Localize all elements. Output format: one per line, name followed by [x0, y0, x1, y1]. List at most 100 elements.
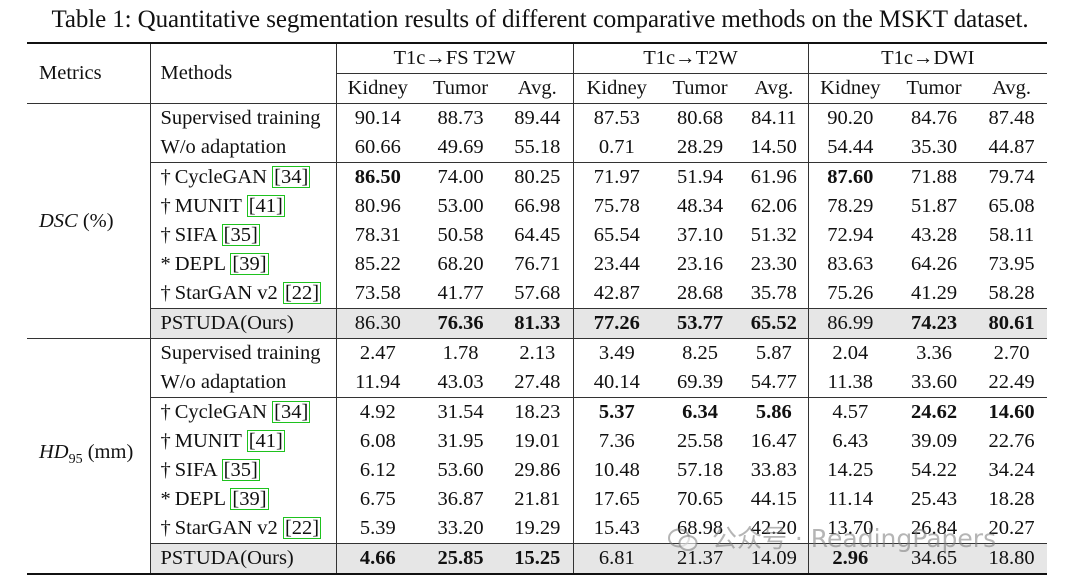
method-cell: PSTUDA(Ours) [150, 308, 337, 339]
value-cell: 57.68 [502, 279, 574, 309]
method-name: DEPL [174, 488, 226, 510]
citation-number: 34 [280, 166, 302, 188]
value-text: 84.11 [751, 107, 797, 129]
method-name: StarGAN v2 [174, 282, 278, 304]
citation-link[interactable]: [41] [246, 430, 285, 452]
value-cell: 3.49 [573, 338, 661, 368]
value-cell: 78.31 [336, 221, 419, 250]
value-text: 73.95 [988, 253, 1035, 275]
metric-unit: (mm) [87, 440, 134, 463]
subheader-kidney: Kidney [573, 73, 661, 104]
value-text: 74.00 [437, 166, 484, 188]
watermark: 公众号 · ReadingPapers [668, 519, 1048, 565]
value-text: 80.68 [676, 107, 724, 129]
citation-link[interactable]: [39] [230, 488, 269, 510]
method-name: SIFA [174, 224, 217, 246]
value-cell: 84.76 [892, 103, 977, 133]
value-text: 7.36 [598, 430, 635, 452]
value-cell: 64.26 [892, 250, 976, 279]
value-cell: 14.60 [976, 397, 1048, 427]
results-table: Metrics Methods T1c→FS T2W T1c→T2W T1c→D… [27, 42, 1048, 575]
value-text: 73.58 [354, 282, 401, 304]
value-cell: 43.28 [892, 221, 976, 250]
subheader-tumor: Tumor [419, 73, 502, 104]
value-cell: 87.48 [976, 103, 1048, 133]
citation-link[interactable]: [35] [221, 224, 260, 246]
metric-label: HD95 (mm) [27, 338, 151, 575]
citation-number: 39 [239, 488, 260, 510]
value-text: 34.65 [910, 547, 958, 569]
citation-link[interactable]: [39] [230, 253, 269, 275]
citation-link[interactable]: [22] [282, 517, 322, 539]
value-text: 19.29 [514, 517, 561, 539]
watermark-text: 公众号 · ReadingPapers [711, 524, 997, 553]
value-cell: 86.99 [808, 308, 893, 339]
value-cell: 88.73 [419, 103, 502, 133]
value-cell: 41.77 [419, 279, 502, 309]
value-cell: 48.34 [660, 192, 740, 221]
value-text: 15.43 [593, 517, 640, 539]
method-prefix: † [160, 401, 171, 423]
value-cell: 2.96 [808, 543, 893, 575]
metric-name: DSC [39, 209, 78, 232]
value-cell: 69.39 [660, 368, 740, 398]
value-cell: 62.06 [740, 192, 809, 221]
citation-link[interactable]: [22] [282, 282, 322, 304]
value-text: 35.78 [750, 282, 797, 304]
value-text: 78.29 [827, 195, 874, 217]
citation-link[interactable]: [41] [246, 195, 285, 217]
value-cell: 53.60 [419, 456, 502, 485]
value-cell: 5.39 [336, 514, 419, 544]
value-cell: 17.65 [573, 485, 660, 514]
table-row: PSTUDA(Ours) 4.66 25.85 15.25 6.81 21.37 14.09… [27, 543, 1048, 575]
value-cell: 76.36 [419, 308, 502, 339]
method-prefix: † [160, 517, 171, 539]
value-cell: 42.20 [740, 514, 809, 544]
value-cell: 72.94 [808, 221, 892, 250]
value-cell: 7.36 [573, 427, 660, 456]
value-cell: 51.94 [660, 162, 741, 192]
value-text: 15.25 [514, 547, 561, 569]
value-cell: 21.81 [502, 485, 574, 514]
value-cell: 2.04 [808, 338, 893, 368]
value-cell: 6.81 [573, 543, 661, 575]
value-text: 41.77 [437, 282, 484, 304]
value-cell: 1.78 [419, 338, 502, 368]
value-cell: 89.44 [502, 103, 574, 133]
citation-link[interactable]: [34] [272, 401, 311, 423]
citation-link[interactable]: [34] [272, 166, 311, 188]
method-cell: † CycleGAN [34] [150, 162, 337, 192]
value-cell: 34.24 [976, 456, 1047, 485]
value-text: 3.36 [916, 342, 952, 364]
value-cell: 66.98 [502, 192, 574, 221]
value-cell: 68.20 [419, 250, 502, 279]
value-cell: 74.23 [892, 308, 977, 339]
subheader-avg: Avg. [502, 73, 574, 104]
value-cell: 90.14 [336, 103, 419, 133]
value-cell: 19.29 [502, 514, 574, 544]
value-text: 75.78 [593, 195, 640, 217]
value-text: 90.20 [827, 107, 874, 129]
citation-link[interactable]: [35] [221, 459, 260, 481]
method-name: DEPL [174, 253, 226, 275]
value-cell: 33.83 [740, 456, 809, 485]
value-text: 72.94 [827, 224, 874, 246]
value-text: 31.54 [437, 401, 484, 423]
value-text: 5.87 [755, 342, 792, 364]
value-text: 35.30 [910, 136, 958, 158]
method-prefix: † [160, 166, 171, 188]
value-text: 19.01 [514, 430, 561, 452]
value-text: 54.77 [750, 371, 797, 393]
subheader-kidney: Kidney [808, 73, 893, 104]
metric-unit: (%) [82, 209, 114, 232]
value-cell: 39.09 [892, 427, 976, 456]
value-cell: 43.03 [419, 368, 502, 398]
value-cell: 49.69 [419, 133, 502, 163]
value-cell: 2.70 [976, 338, 1048, 368]
table-row: † StarGAN v2 [22] 5.39 33.20 19.29 15.43 68.98… [27, 514, 1047, 544]
wechat-icon [668, 528, 698, 551]
value-cell: 65.52 [740, 308, 809, 339]
method-name: CycleGAN [174, 166, 267, 188]
method-name: MUNIT [174, 195, 242, 217]
value-cell: 55.18 [502, 133, 574, 163]
